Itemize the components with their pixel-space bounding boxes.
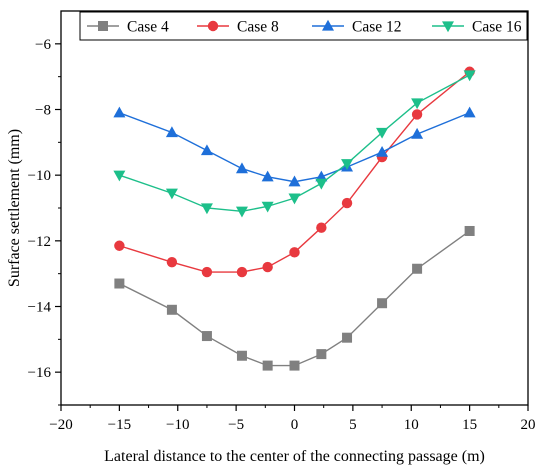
data-point bbox=[201, 331, 212, 342]
y-tick-label: −8 bbox=[35, 103, 51, 119]
x-tick-label: 20 bbox=[521, 417, 536, 433]
data-point bbox=[114, 278, 125, 289]
y-tick-label: −14 bbox=[28, 300, 52, 316]
legend: Case 4 Case 8 Case 12 Case 16 bbox=[79, 11, 528, 41]
data-point bbox=[261, 170, 274, 182]
x-tick-label: 5 bbox=[349, 417, 357, 433]
legend-entry: Case 16 bbox=[432, 19, 522, 36]
plot-frame bbox=[60, 10, 529, 406]
data-point bbox=[289, 247, 300, 258]
data-point bbox=[316, 349, 327, 360]
data-point bbox=[113, 106, 126, 118]
y-tick-label: −6 bbox=[35, 37, 51, 53]
series-3 bbox=[113, 106, 476, 187]
data-point bbox=[411, 127, 424, 139]
data-point bbox=[200, 144, 213, 156]
data-point bbox=[262, 360, 273, 371]
data-point bbox=[411, 98, 424, 110]
y-tick-label: −16 bbox=[28, 365, 52, 381]
plot-border bbox=[60, 10, 529, 406]
data-point bbox=[464, 225, 475, 236]
data-point bbox=[262, 261, 273, 273]
data-point bbox=[114, 240, 125, 251]
data-point bbox=[411, 109, 423, 120]
data-point bbox=[315, 170, 328, 182]
data-point bbox=[166, 256, 178, 268]
data-point bbox=[376, 145, 389, 157]
data-point bbox=[165, 188, 178, 200]
x-tick-label: 15 bbox=[462, 417, 477, 433]
data-point bbox=[316, 222, 327, 233]
legend-marker bbox=[442, 21, 454, 33]
data-point bbox=[288, 175, 301, 187]
ticks-layer: −20 −15 −10 −5 0 5 10 15 20 −16 −14 −12 −10 −8 −6 bbox=[28, 37, 536, 433]
x-tick-label: −10 bbox=[166, 417, 189, 433]
y-tick-label: −10 bbox=[28, 168, 51, 184]
data-point bbox=[341, 197, 353, 209]
legend-marker bbox=[98, 21, 108, 31]
data-point bbox=[235, 162, 248, 174]
data-point bbox=[236, 266, 248, 278]
legend-entry: Case 8 bbox=[197, 19, 279, 36]
legend-label: Case 8 bbox=[237, 19, 279, 36]
data-point bbox=[376, 127, 389, 139]
data-point bbox=[201, 266, 213, 278]
data-point bbox=[463, 70, 476, 82]
x-tick-label: −15 bbox=[108, 417, 131, 433]
series-1 bbox=[114, 225, 475, 371]
legend-entry: Case 4 bbox=[87, 19, 169, 36]
legend-label: Case 12 bbox=[352, 19, 402, 36]
data-point bbox=[200, 203, 213, 215]
y-tick-label: −12 bbox=[28, 234, 51, 250]
data-point bbox=[235, 206, 248, 218]
data-point bbox=[288, 193, 301, 205]
x-tick-label: 10 bbox=[404, 417, 419, 433]
y-axis-label: Surface settlement (mm) bbox=[6, 129, 23, 287]
data-point bbox=[412, 263, 423, 274]
data-point bbox=[166, 304, 177, 315]
data-point bbox=[236, 350, 247, 361]
x-tick-label: −5 bbox=[228, 417, 244, 433]
data-point bbox=[261, 201, 274, 213]
x-tick-label: −20 bbox=[49, 417, 72, 433]
data-point bbox=[341, 159, 354, 170]
data-point bbox=[315, 178, 328, 190]
series-4 bbox=[113, 70, 476, 218]
x-tick-label: 0 bbox=[291, 417, 299, 433]
data-point bbox=[289, 360, 300, 371]
legend-entry: Case 12 bbox=[312, 19, 402, 36]
data-point bbox=[165, 126, 178, 138]
legend-label: Case 16 bbox=[472, 19, 522, 36]
legend-marker bbox=[207, 20, 219, 32]
legend-marker bbox=[322, 19, 334, 31]
series-layer bbox=[113, 66, 476, 371]
series-line bbox=[119, 112, 470, 183]
data-point bbox=[463, 106, 476, 118]
legend-label: Case 4 bbox=[127, 19, 169, 36]
x-axis-label: Lateral distance to the center of the co… bbox=[104, 448, 485, 465]
data-point bbox=[377, 298, 388, 309]
data-point bbox=[113, 170, 126, 182]
series-2 bbox=[114, 66, 475, 278]
data-point bbox=[342, 332, 353, 343]
